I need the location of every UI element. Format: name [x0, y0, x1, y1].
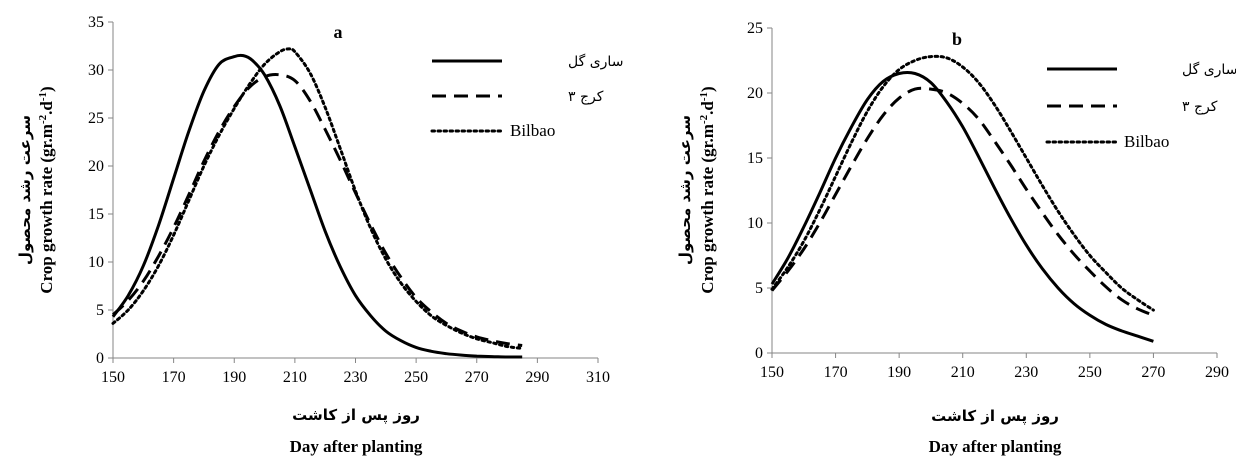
x-tick-label-b: 230 — [1014, 364, 1038, 381]
y-tick-label-b: 20 — [747, 85, 763, 102]
x-axis-title-fa-b: روز پس از کاشت — [931, 407, 1059, 426]
x-tick-label-a: 150 — [101, 369, 125, 386]
legend-label-a-2: کرج ۳ — [568, 89, 604, 105]
x-tick-label-b: 150 — [760, 364, 784, 381]
y-axis-title-en-a-main: Crop growth rate (gr.m — [37, 124, 56, 294]
x-tick-label-a: 290 — [525, 369, 549, 386]
x-tick-label-b: 170 — [824, 364, 848, 381]
legend-label-b-1: ساری گل — [1182, 61, 1236, 78]
x-axis-title-fa-a: روز پس از کاشت — [292, 406, 420, 425]
panel-label-a: a — [334, 22, 343, 42]
y-axis-title-en-a-end: ) — [37, 86, 56, 92]
y-tick-label-b: 15 — [747, 150, 763, 167]
legend-label-a-3: Bilbao — [510, 121, 555, 140]
x-tick-label-b: 250 — [1078, 364, 1102, 381]
x-axis-title-en-b: Day after planting — [929, 437, 1062, 456]
x-tick-label-a: 250 — [404, 369, 428, 386]
y-axis-title-en-b-main: Crop growth rate (gr.m — [698, 124, 717, 294]
y-axis-title-en-b-sup1: -2 — [698, 114, 710, 124]
y-axis-title-fa-a: سرعت رشد محصول — [16, 115, 34, 265]
x-tick-label-a: 310 — [586, 369, 610, 386]
x-tick-label-b: 290 — [1205, 364, 1229, 381]
x-tick-label-a: 190 — [222, 369, 246, 386]
series-line-a-1 — [111, 53, 523, 359]
y-axis-title-en-b: Crop growth rate (gr.m-2.d-1) — [698, 86, 717, 293]
y-axis-title-en-a-mid: .d — [37, 101, 56, 115]
y-axis-title-en-a-sup1: -2 — [37, 114, 49, 124]
y-tick-label-b: 0 — [755, 345, 763, 362]
y-tick-label-a: 20 — [88, 158, 104, 175]
y-tick-label-b: 10 — [747, 215, 763, 232]
x-tick-label-b: 210 — [951, 364, 975, 381]
series-line-a-3 — [111, 47, 524, 350]
chart-panel-a: a روز پس از کاشت Day after planting سرعت… — [16, 14, 623, 456]
y-axis-title-en-b-mid: .d — [698, 101, 717, 115]
series-line-b-1 — [770, 70, 1154, 343]
y-axis-title-fa-b: سرعت رشد محصول — [676, 115, 694, 265]
x-tick-label-a: 230 — [344, 369, 368, 386]
legend-label-b-3: Bilbao — [1124, 132, 1169, 151]
y-tick-label-a: 35 — [88, 14, 104, 31]
x-tick-label-b: 190 — [887, 364, 911, 381]
x-tick-label-a: 170 — [162, 369, 186, 386]
y-axis-title-en-a-sup2: -1 — [37, 92, 49, 101]
chart-panel-b: b روز پس از کاشت Day after planting سرعت… — [676, 20, 1236, 456]
y-tick-label-b: 25 — [747, 20, 763, 37]
y-tick-label-a: 25 — [88, 110, 104, 127]
x-axis-title-en-a: Day after planting — [290, 437, 423, 456]
series-line-b-2 — [770, 86, 1154, 317]
series-line-b-3 — [770, 54, 1155, 312]
y-tick-label-b: 5 — [755, 280, 763, 297]
legend-label-b-2: کرج ۳ — [1182, 99, 1218, 115]
y-tick-label-a: 30 — [88, 62, 104, 79]
y-axis-title-en-a: Crop growth rate (gr.m-2.d-1) — [37, 86, 56, 293]
panel-label-b: b — [952, 29, 962, 49]
y-axis-title-en-b-sup2: -1 — [698, 92, 710, 101]
y-axis-title-en-b-end: ) — [698, 86, 717, 92]
x-tick-label-a: 270 — [465, 369, 489, 386]
y-tick-label-a: 0 — [96, 350, 104, 367]
y-tick-label-a: 15 — [88, 206, 104, 223]
x-tick-label-a: 210 — [283, 369, 307, 386]
y-tick-label-a: 10 — [88, 254, 104, 271]
legend-label-a-1: ساری گل — [568, 53, 623, 70]
x-tick-label-b: 270 — [1141, 364, 1165, 381]
y-tick-label-a: 5 — [96, 302, 104, 319]
series-line-a-2 — [111, 73, 523, 347]
